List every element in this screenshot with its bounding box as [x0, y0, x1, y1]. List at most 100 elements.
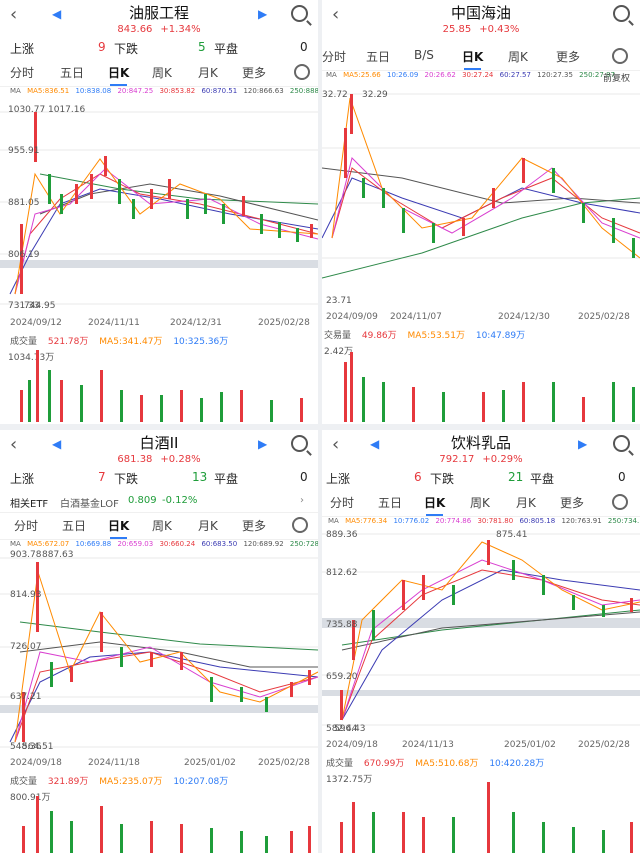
volume-label[interactable]: 成交量 [10, 777, 38, 787]
ma30-value: 30:853.82 [159, 87, 196, 95]
y-axis-min: 582.44 [326, 724, 358, 734]
next-triangle-icon[interactable]: ▶ [258, 437, 268, 451]
x-axis-date: 2024/12/30 [498, 312, 550, 322]
tab-more[interactable]: 更多 [556, 50, 581, 64]
search-icon[interactable] [613, 435, 630, 452]
tab-fenshi[interactable]: 分时 [330, 496, 355, 510]
panel-header: ‹ 中国海油 25.85 +0.43% [322, 0, 640, 35]
tab-fenshi[interactable]: 分时 [14, 519, 39, 533]
high-marker: 1017.16 [48, 105, 86, 115]
ma250-value: 250:27.87 [579, 71, 615, 79]
settings-gear-icon[interactable] [294, 64, 310, 80]
ma20-value: 20:26.62 [424, 71, 456, 79]
back-arrow-icon[interactable]: ‹ [332, 4, 340, 25]
next-triangle-icon[interactable]: ▶ [578, 437, 588, 451]
ma120-value: 120:763.91 [561, 517, 602, 525]
x-axis-date: 2024/11/18 [88, 758, 140, 768]
change: +0.28% [160, 454, 201, 465]
tab-wuri[interactable]: 五日 [366, 50, 391, 64]
flat-label: 平盘 [214, 42, 239, 56]
settings-gear-icon[interactable] [292, 517, 308, 533]
tab-more[interactable]: 更多 [242, 66, 267, 80]
ma250-line [341, 609, 640, 646]
volume-bars [22, 796, 311, 853]
prev-triangle-icon[interactable]: ◀ [370, 437, 380, 451]
back-arrow-icon[interactable]: ‹ [10, 434, 18, 455]
low-marker: 596.43 [334, 724, 366, 734]
x-axis-date: 2024/09/12 [10, 318, 62, 328]
ma30-value: 30:27.24 [462, 71, 494, 79]
tab-zhouk[interactable]: 周K [508, 50, 528, 64]
tab-rik[interactable]: 日K [462, 50, 484, 70]
page-title: 饮料乳品 [450, 434, 511, 452]
prev-triangle-icon[interactable]: ◀ [52, 7, 62, 21]
next-triangle-icon[interactable]: ▶ [258, 7, 268, 21]
tab-fenshi[interactable]: 分时 [10, 66, 35, 80]
tab-wuri[interactable]: 五日 [60, 66, 85, 80]
volume-label[interactable]: 成交量 [326, 759, 354, 769]
tab-zhouk[interactable]: 周K [152, 66, 172, 80]
period-tabs: 分时 五日 日K 周K 月K 更多 [322, 490, 640, 517]
tab-zhouk[interactable]: 周K [152, 519, 172, 533]
tab-bs[interactable]: B/S [414, 48, 434, 62]
tab-zhouk[interactable]: 周K [470, 496, 490, 510]
breadth-stats: 上涨 7 下跌 13 平盘 0 [0, 470, 318, 490]
volume-label[interactable]: 成交量 [10, 337, 38, 347]
back-arrow-icon[interactable]: ‹ [332, 434, 340, 455]
search-icon[interactable] [291, 5, 308, 22]
y-axis-label: 659.20 [326, 672, 358, 682]
ma-label[interactable]: MA [328, 517, 339, 525]
page-title: 白酒II [139, 434, 179, 452]
tab-wuri[interactable]: 五日 [378, 496, 403, 510]
tab-wuri[interactable]: 五日 [62, 519, 87, 533]
ma60-value: 60:805.18 [519, 517, 556, 525]
volume-ma5: MA5:341.47万 [99, 337, 163, 347]
price-change: 843.66 +1.34% [0, 24, 318, 35]
tab-rik[interactable]: 日K [108, 519, 130, 539]
search-icon[interactable] [291, 435, 308, 452]
volume-label[interactable]: 交易量 [324, 331, 352, 341]
ma60-value: 60:683.50 [201, 540, 238, 548]
volume-legend: 交易量 49.86万 MA5:53.51万 10:47.89万 [324, 328, 533, 341]
tab-more[interactable]: 更多 [560, 496, 585, 510]
tab-fenshi[interactable]: 分时 [322, 50, 347, 64]
y-axis-label: 881.05 [8, 198, 40, 208]
candlestick-chart[interactable] [322, 530, 640, 732]
ma-label[interactable]: MA [10, 540, 21, 548]
tab-rik[interactable]: 日K [108, 66, 130, 86]
tab-yuek[interactable]: 月K [516, 496, 536, 510]
tab-rik[interactable]: 日K [424, 496, 446, 516]
period-tabs: 分时 五日 日K 周K 月K 更多 [0, 60, 318, 87]
ma-label[interactable]: MA [10, 87, 21, 95]
ma-legend: MA MA5:25.66 10:26.09 20:26.62 30:27.24 … [322, 71, 640, 87]
panel-baijiu: ‹ ◀ 白酒II 681.38 +0.28% ▶ 上涨 7 下跌 13 平盘 0 … [0, 430, 318, 853]
tab-yuek[interactable]: 月K [198, 66, 218, 80]
y-axis-label: 726.07 [10, 642, 42, 652]
chevron-right-icon[interactable]: › [300, 495, 304, 506]
adjust-mode[interactable]: 前复权 [602, 74, 630, 84]
up-count: 9 [98, 40, 106, 54]
settings-gear-icon[interactable] [612, 48, 628, 64]
candlestick-chart[interactable] [0, 552, 318, 752]
back-arrow-icon[interactable]: ‹ [10, 4, 18, 25]
prev-triangle-icon[interactable]: ◀ [52, 437, 62, 451]
related-etf-row[interactable]: 相关ETF 白酒基金LOF 0.809 -0.12% › [0, 490, 318, 513]
ma5-value: MA5:672.07 [27, 540, 70, 548]
search-icon[interactable] [613, 5, 630, 22]
ma250-value: 250:728.92 [289, 540, 318, 548]
x-axis-date: 2025/01/02 [184, 758, 236, 768]
ma30-line [14, 173, 318, 295]
volume-ma10: 10:47.89万 [475, 331, 526, 341]
flat-count: 0 [300, 40, 308, 54]
etf-change: -0.12% [162, 495, 198, 506]
candlestick-chart[interactable] [0, 104, 318, 310]
price-change: 681.38 +0.28% [0, 454, 318, 465]
settings-gear-icon[interactable] [612, 494, 628, 510]
tab-yuek[interactable]: 月K [198, 519, 218, 533]
ma-legend: MA MA5:836.51 10:838.08 20:847.25 30:853… [0, 87, 318, 103]
candlestick-chart[interactable] [322, 88, 640, 306]
x-axis-date: 2024/11/11 [88, 318, 140, 328]
ma-label[interactable]: MA [326, 71, 337, 79]
down-label: 下跌 [430, 472, 455, 486]
tab-more[interactable]: 更多 [242, 519, 267, 533]
